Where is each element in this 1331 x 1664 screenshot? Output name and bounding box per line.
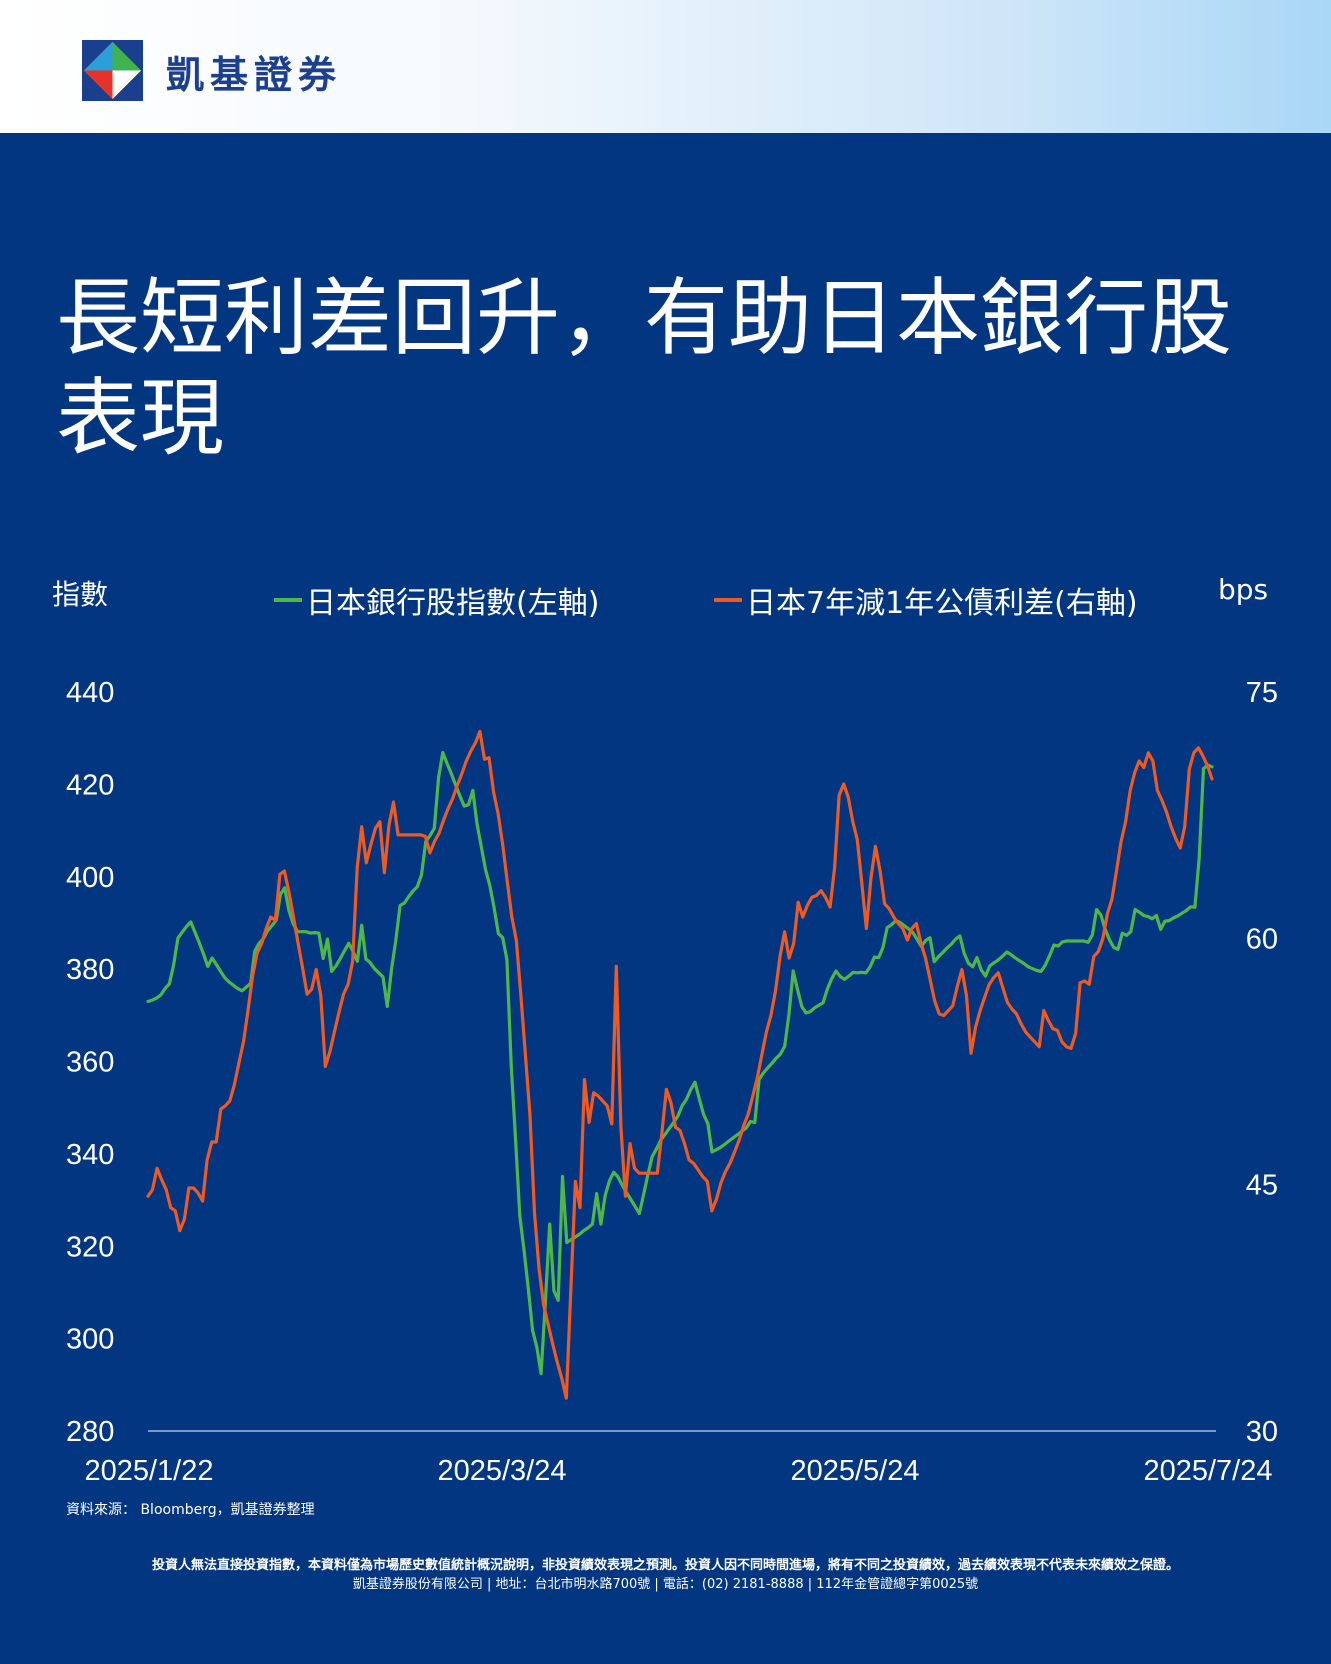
right-y-tick-label: 30 [1246,1416,1278,1448]
header-banner: 凱基證券 [0,0,1331,133]
legend-label-bank-index: 日本銀行股指數(左軸) [306,586,600,621]
x-tick-label: 2025/1/22 [84,1455,213,1487]
legend-swatch-green [274,598,302,602]
legend-label-yield-spread: 日本7年減1年公債利差(右軸) [746,586,1138,621]
title-line-2: 表現 [56,369,225,467]
series-line-bank-index [146,750,1214,1376]
left-y-tick-label: 380 [66,954,114,986]
right-axis-unit: bps [1218,573,1269,606]
disclaimer-line-2: 凱基證券股份有限公司 | 地址：台北市明水路700號 | 電話：(02) 218… [352,1577,979,1592]
left-y-tick-label: 400 [66,862,114,894]
disclaimer-line-1: 投資人無法直接投資指數，本資料僅為市場歷史數值統計概況說明，非投資績效表現之預測… [151,1558,1179,1573]
series-line-yield-spread [146,729,1214,1400]
right-y-tick-label: 75 [1246,677,1278,709]
left-y-tick-label: 340 [66,1139,114,1171]
x-tick-label: 2025/5/24 [790,1455,919,1487]
page-title: 長短利差回升，有助日本銀行股 表現 [56,268,1296,468]
left-y-tick-label: 440 [66,677,114,709]
legend-item-bank-index: 日本銀行股指數(左軸) [274,578,599,622]
x-tick-label: 2025/3/24 [437,1455,566,1487]
left-y-tick-label: 360 [66,1047,114,1079]
legend-swatch-orange [714,598,742,602]
left-y-tick-label: 420 [66,769,114,801]
brand-name: 凱基證券 [166,53,343,97]
x-tick-label: 2025/7/24 [1143,1455,1272,1487]
left-y-tick-label: 280 [66,1416,114,1448]
data-source: 資料來源： Bloomberg，凱基證券整理 [66,1502,315,1518]
title-line-1: 長短利差回升，有助日本銀行股 [56,269,1233,367]
right-y-tick-label: 60 [1246,923,1278,955]
right-y-tick-label: 45 [1246,1170,1278,1202]
legend-item-yield-spread: 日本7年減1年公債利差(右軸) [714,578,1138,622]
left-y-tick-label: 320 [66,1231,114,1263]
disclaimer: 投資人無法直接投資指數，本資料僅為市場歷史數值統計概況說明，非投資績效表現之預測… [0,1556,1331,1594]
left-axis-unit: 指數 [52,578,109,611]
kgi-logo-icon [82,40,143,101]
left-y-tick-label: 300 [66,1324,114,1356]
